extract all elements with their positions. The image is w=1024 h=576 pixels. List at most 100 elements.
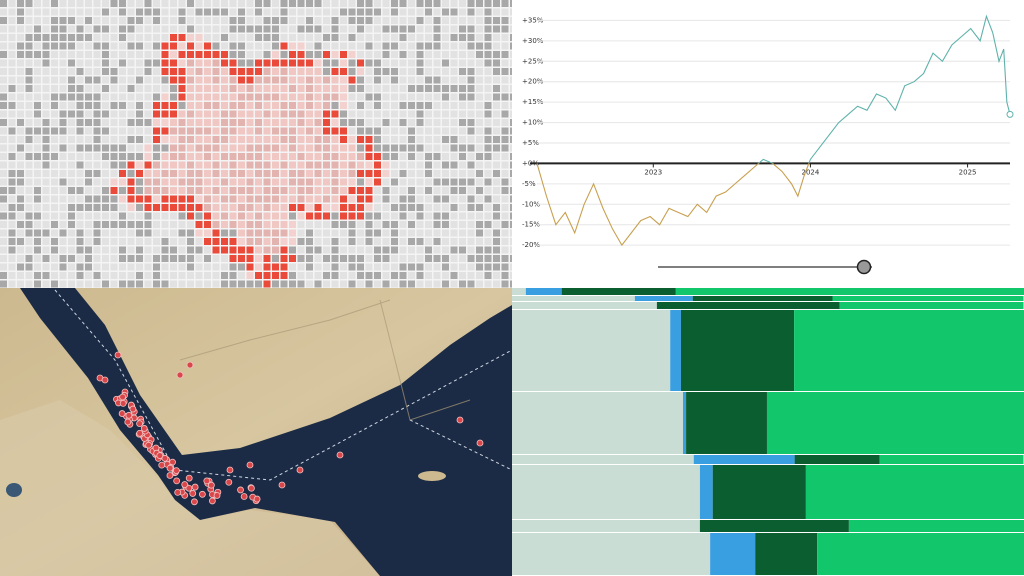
- cell: [59, 127, 67, 135]
- cell: [382, 272, 390, 279]
- cell: [416, 136, 424, 143]
- cell: [42, 76, 50, 84]
- cell: [102, 42, 109, 50]
- cell: [170, 51, 177, 58]
- cell: [416, 170, 424, 177]
- cell: [348, 68, 356, 75]
- cell: [246, 8, 254, 16]
- cell: [119, 280, 126, 288]
- cell: [144, 110, 152, 118]
- cell: [272, 110, 279, 118]
- cell: [374, 263, 381, 271]
- cell: [425, 127, 432, 135]
- cell: [127, 204, 135, 211]
- cell: [136, 246, 143, 254]
- cell: [59, 280, 67, 288]
- cell: [93, 110, 101, 118]
- cell: [127, 178, 135, 186]
- cell: [195, 119, 203, 126]
- cell: [59, 136, 67, 143]
- cell: [484, 144, 492, 152]
- cell: [42, 0, 50, 7]
- cell: [76, 144, 84, 152]
- cell: [493, 187, 500, 194]
- cell: [221, 178, 228, 186]
- cell: [0, 0, 7, 7]
- cell: [136, 51, 143, 58]
- cell: [263, 161, 271, 169]
- cell: [93, 136, 101, 143]
- cell: [76, 85, 84, 92]
- cell: [51, 0, 58, 7]
- cell: [170, 229, 177, 237]
- cell: [416, 263, 424, 271]
- bar-panel: [512, 288, 1024, 576]
- cell: [51, 263, 58, 271]
- cell: [493, 17, 500, 24]
- cell: [42, 280, 50, 288]
- cell: [408, 25, 415, 33]
- cell: [263, 229, 271, 237]
- cell: [34, 34, 41, 41]
- cell: [17, 127, 24, 135]
- bar-segment: [817, 533, 1024, 575]
- cell: [85, 59, 92, 67]
- cell: [229, 221, 237, 228]
- bar-segment: [805, 465, 1024, 519]
- cell: [382, 34, 390, 41]
- cell: [408, 59, 415, 67]
- cell: [314, 93, 322, 101]
- cell: [323, 221, 330, 228]
- cell: [340, 212, 347, 220]
- cell: [144, 161, 152, 169]
- cell: [8, 59, 16, 67]
- cell: [306, 127, 313, 135]
- cell: [323, 229, 330, 237]
- cell: [263, 102, 271, 109]
- cell: [459, 85, 466, 92]
- cell: [246, 212, 254, 220]
- cell: [136, 0, 143, 7]
- cell: [59, 34, 67, 41]
- cell: [110, 8, 118, 16]
- cell: [8, 136, 16, 143]
- cell: [255, 0, 262, 7]
- cell: [450, 246, 458, 254]
- cell: [93, 178, 101, 186]
- cell: [382, 212, 390, 220]
- cell: [493, 144, 500, 152]
- cell: [93, 119, 101, 126]
- cell: [314, 272, 322, 279]
- cell: [178, 212, 186, 220]
- cell: [127, 238, 135, 245]
- cell: [42, 229, 50, 237]
- cell: [238, 110, 245, 118]
- cell: [136, 76, 143, 84]
- cell: [25, 204, 33, 211]
- cell: [323, 85, 330, 92]
- cell: [493, 93, 500, 101]
- cell: [314, 280, 322, 288]
- cell: [348, 34, 356, 41]
- cell: [408, 51, 415, 58]
- cell: [110, 204, 118, 211]
- cell: [484, 102, 492, 109]
- cell: [85, 8, 92, 16]
- cell: [442, 85, 449, 92]
- cell: [119, 255, 126, 262]
- cell: [467, 93, 475, 101]
- cell: [136, 153, 143, 160]
- cell: [42, 195, 50, 203]
- cell: [221, 85, 228, 92]
- cell: [331, 0, 339, 7]
- cell: [25, 51, 33, 58]
- cell: [272, 25, 279, 33]
- cell: [408, 144, 415, 152]
- cell: [76, 170, 84, 177]
- cell: [51, 76, 58, 84]
- cell: [110, 85, 118, 92]
- cell: [42, 68, 50, 75]
- cell: [450, 221, 458, 228]
- cell: [340, 161, 347, 169]
- cell: [297, 246, 305, 254]
